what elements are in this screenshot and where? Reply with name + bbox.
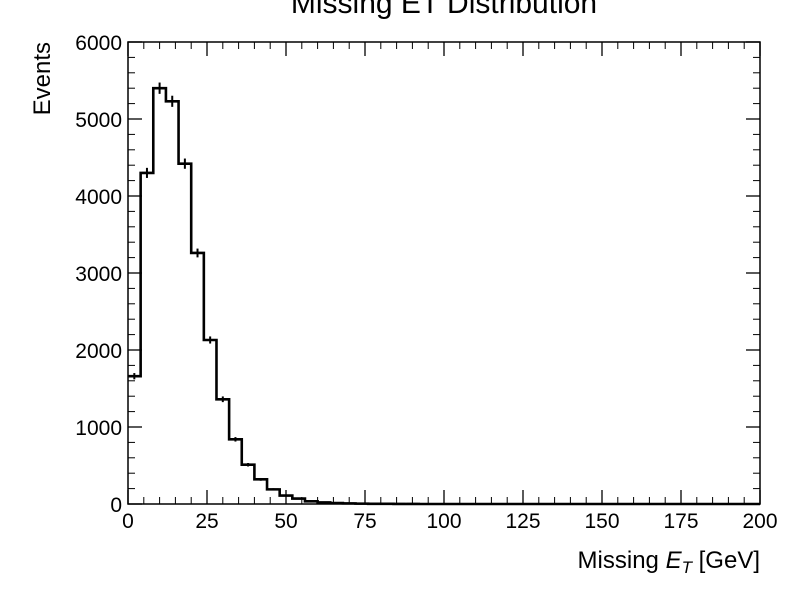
x-tick-label: 25 [195,510,218,533]
error-bar [268,488,279,491]
x-axis-label-var: E [666,547,683,574]
error-bar [293,497,304,500]
x-tick-label: 150 [584,510,619,533]
error-bar [166,95,178,107]
error-bar [141,167,153,178]
x-axis-label-prefix: Missing [578,547,666,574]
error-bar [217,396,229,403]
error-bar [179,158,191,169]
x-tick-label: 100 [426,510,461,533]
x-axis-label-unit: [GeV] [692,547,760,574]
x-axis: 0 25 50 75 100 125 150 175 200 [122,42,778,533]
y-tick-label: 0 [110,494,122,517]
y-tick-label: 6000 [75,32,122,55]
y-tick-label: 1000 [75,417,122,440]
error-bar [154,82,165,94]
error-bar [129,373,140,380]
x-tick-label: 175 [663,510,698,533]
x-axis-label: Missing ET [GeV] [578,547,760,577]
x-tick-label: 0 [122,510,134,533]
y-tick-label: 5000 [75,109,122,132]
x-tick-label: 200 [742,510,777,533]
error-bar [192,248,203,258]
plot-area [128,82,760,506]
error-bar [305,500,317,503]
error-bar [318,501,330,504]
plot-frame [127,41,761,505]
y-tick-label: 4000 [75,186,122,209]
error-bar [230,437,241,442]
x-axis-label-sub: T [682,558,694,577]
error-bar [204,336,216,344]
x-tick-label: 125 [505,510,540,533]
y-tick-label: 2000 [75,340,122,363]
error-bar [255,477,267,481]
x-tick-label: 50 [274,510,297,533]
histogram-step-line [128,86,760,506]
y-axis: 0 1000 2000 3000 4000 5000 6000 [75,32,760,517]
y-axis-label: Events [29,42,56,115]
x-tick-label: 75 [353,510,376,533]
error-bar [242,462,254,467]
y-tick-label: 3000 [75,263,122,286]
chart-title: Missing ET Distribution [291,0,597,20]
